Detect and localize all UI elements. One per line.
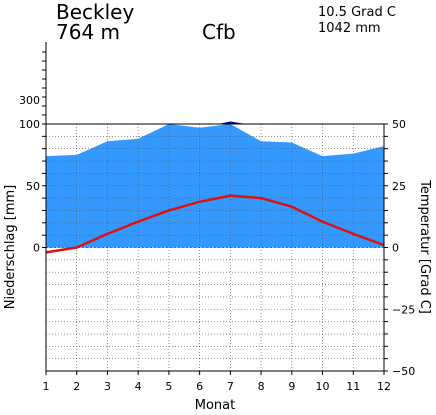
- x-tick-label: 2: [73, 380, 80, 393]
- right-tick-label: −50: [392, 365, 415, 378]
- precipitation-overflow-marker: [218, 121, 246, 124]
- axes-layer: [42, 42, 388, 375]
- x-axis-label: Monat: [195, 398, 235, 413]
- mean-temperature: 10.5 Grad C: [318, 5, 396, 20]
- left-tick-label: 100: [19, 118, 40, 131]
- temperature-line: [45, 194, 385, 254]
- temperature-layer: [45, 194, 385, 254]
- x-tick-label: 5: [165, 380, 172, 393]
- climate-class: Cfb: [202, 20, 236, 44]
- x-tick-label: 10: [316, 380, 330, 393]
- right-tick-label: 25: [392, 180, 406, 193]
- x-tick-label: 12: [377, 380, 391, 393]
- right-axis-label: Temperatur [Grad C]: [417, 179, 432, 314]
- station-name: Beckley: [56, 0, 135, 24]
- x-tick-label: 9: [288, 380, 295, 393]
- right-tick-label: −25: [392, 303, 415, 316]
- annual-precipitation: 1042 mm: [318, 21, 381, 36]
- x-tick-label: 11: [346, 380, 360, 393]
- station-elevation: 764 m: [56, 20, 121, 44]
- x-tick-label: 8: [258, 380, 265, 393]
- x-tick-label: 3: [104, 380, 111, 393]
- right-tick-label: 50: [392, 118, 406, 131]
- x-tick-label: 7: [227, 380, 234, 393]
- right-tick-label: 0: [392, 242, 399, 255]
- x-tick-label: 4: [135, 380, 142, 393]
- left-tick-label: 0: [33, 242, 40, 255]
- left-axis-label: Niederschlag [mm]: [3, 185, 18, 310]
- x-tick-label: 6: [196, 380, 203, 393]
- left-tick-label: 50: [26, 180, 40, 193]
- x-tick-label: 1: [43, 380, 50, 393]
- left-tick-label: 300: [19, 94, 40, 107]
